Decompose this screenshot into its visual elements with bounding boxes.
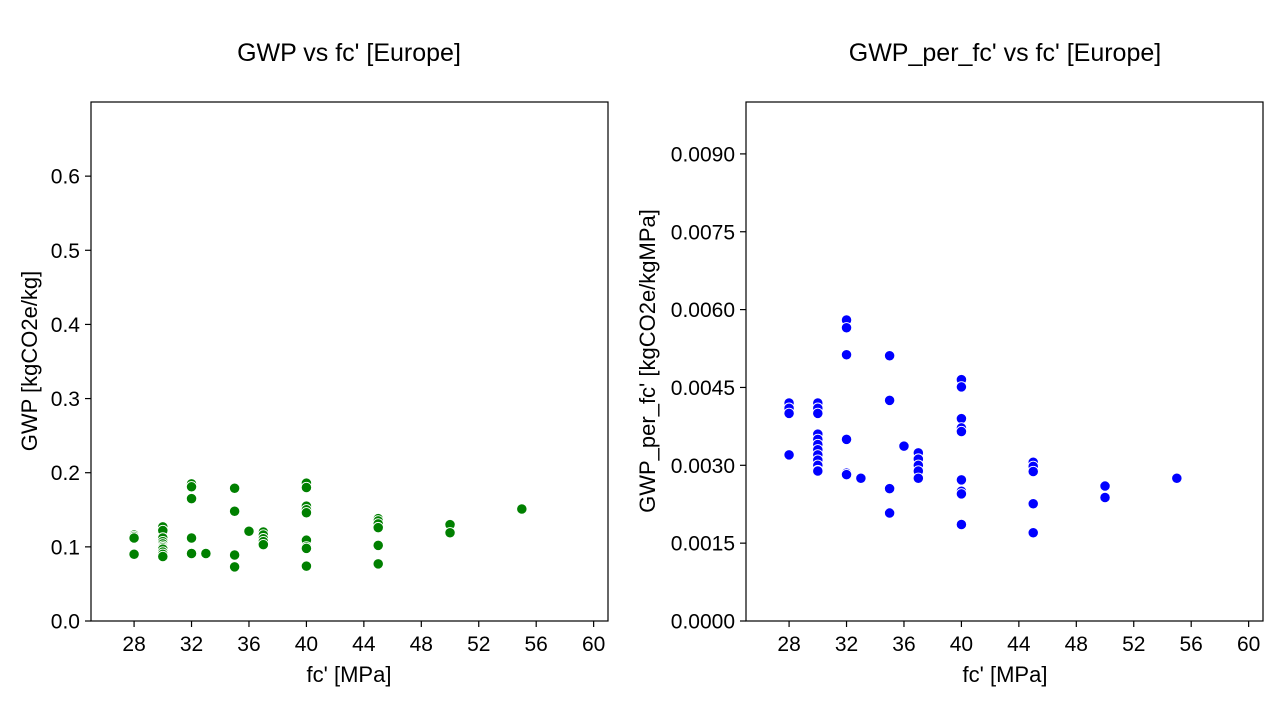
data-point [128, 548, 140, 560]
x-tick-label: 56 [525, 633, 548, 656]
data-point [898, 440, 910, 452]
x-tick-label: 40 [295, 633, 318, 656]
data-point [300, 507, 313, 519]
x-tick-label: 56 [1180, 633, 1203, 656]
chart-gwp-vs-fc: GWP vs fc' [Europe] 28 32 36 40 44 48 52 56 60 0… [17, 39, 609, 687]
x-tick-label: 32 [835, 633, 858, 656]
data-point [228, 561, 241, 573]
scatter-points [128, 477, 528, 573]
data-point [185, 532, 198, 544]
data-point [372, 539, 384, 552]
scatter-points [783, 314, 1183, 539]
x-axis-ticks: 28 32 36 40 44 48 52 56 60 [777, 621, 1260, 656]
data-point [300, 560, 313, 572]
x-tick-label: 40 [950, 633, 973, 656]
x-tick-label: 48 [410, 633, 433, 656]
data-point [783, 407, 795, 420]
data-point [955, 474, 968, 486]
data-point [812, 407, 824, 420]
x-tick-label: 36 [892, 633, 915, 656]
chart-gwp-per-fc-vs-fc: GWP_per_fc' vs fc' [Europe] 28 32 36 40 44 48… [635, 39, 1264, 687]
x-tick-label: 52 [467, 633, 490, 656]
data-point [1027, 465, 1039, 478]
data-point [1099, 480, 1111, 492]
y-tick-label: 0.2 [51, 462, 80, 485]
x-axis-ticks: 28 32 36 40 44 48 52 56 60 [122, 621, 605, 656]
data-point [128, 532, 140, 544]
x-tick-label: 32 [180, 633, 203, 656]
data-point [300, 542, 313, 554]
x-tick-label: 28 [777, 633, 800, 656]
x-axis-label: fc' [MPa] [963, 662, 1048, 687]
x-tick-label: 60 [1237, 633, 1260, 656]
y-axis-label: GWP_per_fc' [kgCO2e/kgMPa] [635, 209, 660, 513]
y-tick-label: 0.0 [51, 611, 80, 634]
data-point [1027, 527, 1039, 539]
data-point [228, 482, 241, 494]
data-point [783, 449, 795, 461]
data-point [1171, 472, 1183, 484]
data-point [883, 350, 896, 362]
data-point [243, 525, 255, 537]
x-tick-label: 52 [1122, 633, 1145, 656]
data-point [955, 488, 968, 500]
x-tick-label: 44 [1007, 633, 1031, 656]
data-point [812, 465, 824, 477]
data-point [883, 507, 896, 519]
x-tick-label: 48 [1065, 633, 1088, 656]
y-axis-ticks: 0.0 0.1 0.2 0.3 0.4 0.5 0.6 [51, 166, 91, 634]
data-point [200, 547, 212, 560]
data-point [912, 472, 924, 484]
data-point [157, 550, 169, 563]
data-point [516, 503, 528, 515]
y-tick-label: 0.0060 [671, 299, 735, 322]
x-tick-label: 60 [582, 633, 605, 656]
data-point [372, 558, 384, 570]
data-point [955, 381, 968, 393]
x-tick-label: 44 [352, 633, 376, 656]
data-point [840, 468, 853, 481]
y-tick-label: 0.1 [51, 536, 80, 559]
y-axis-ticks: 0.0000 0.0015 0.0030 0.0045 0.0060 0.0075 0.00… [671, 143, 746, 634]
data-point [257, 538, 269, 551]
data-point [883, 482, 896, 495]
y-tick-label: 0.0030 [671, 455, 735, 478]
chart-title: GWP_per_fc' vs fc' [Europe] [849, 39, 1161, 67]
y-tick-label: 0.5 [51, 240, 80, 263]
data-point [185, 493, 198, 505]
data-point [185, 481, 198, 493]
data-point [1099, 491, 1111, 504]
plot-frame [90, 101, 609, 622]
x-axis-label: fc' [MPa] [307, 662, 392, 687]
y-tick-label: 0.0090 [671, 143, 735, 166]
data-point [955, 518, 968, 531]
data-point [228, 505, 241, 517]
data-point [185, 547, 198, 560]
x-tick-label: 28 [122, 633, 145, 656]
data-point [228, 549, 241, 561]
x-tick-label: 36 [237, 633, 260, 656]
y-tick-label: 0.3 [51, 388, 80, 411]
y-tick-label: 0.0015 [671, 533, 735, 556]
chart-title: GWP vs fc' [Europe] [237, 39, 461, 67]
data-point [840, 322, 853, 334]
data-point [300, 481, 313, 494]
y-tick-label: 0.0000 [671, 611, 735, 634]
y-axis-label: GWP [kgCO2e/kg] [17, 271, 42, 452]
data-point [955, 425, 968, 438]
plot-frame [745, 101, 1264, 622]
data-point [372, 521, 384, 534]
y-tick-label: 0.6 [51, 166, 80, 189]
data-point [855, 472, 867, 484]
data-point [1027, 498, 1039, 510]
data-point [840, 349, 853, 361]
y-tick-label: 0.4 [51, 314, 81, 337]
data-point [955, 412, 968, 425]
data-point [840, 433, 853, 445]
y-tick-label: 0.0075 [671, 221, 735, 244]
data-point [883, 394, 896, 407]
y-tick-label: 0.0045 [671, 377, 735, 400]
data-point [444, 527, 456, 539]
